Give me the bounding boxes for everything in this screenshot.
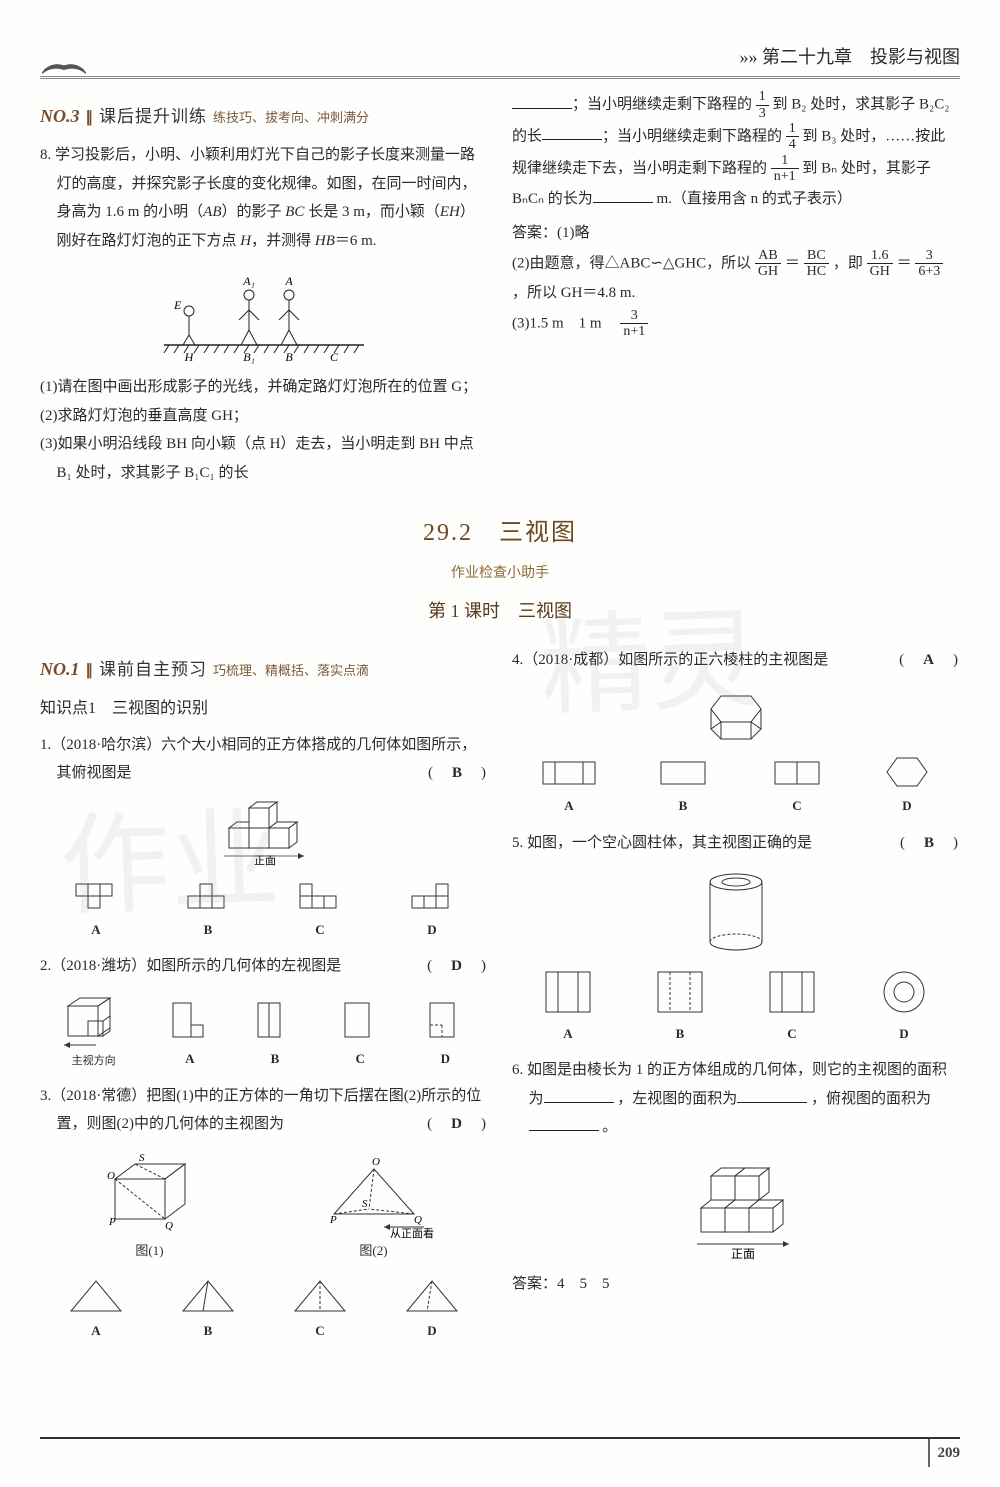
svg-text:从正面看: 从正面看 [390, 1226, 434, 1239]
svg-text:S: S [362, 1198, 368, 1210]
q2: 2.（2018·潍坊）如图所示的几何体的左视图是 ( D ) [40, 952, 488, 981]
svg-text:A: A [284, 274, 293, 288]
section-3-heading: NO.3 ∥ 课后提升训练 练技巧、拔考向、冲刺满分 [40, 99, 488, 133]
svg-text:Q: Q [165, 1220, 173, 1232]
mid-section-title: 29.2 三视图 [40, 511, 960, 557]
section-no: NO.3 [40, 99, 80, 133]
q8-answer-2: (2)由题意，得△ABC∽△GHC，所以 ABGH ＝ BCHC ，即 1.6G… [512, 248, 960, 308]
q1: 1.（2018·哈尔滨）六个大小相同的正方体搭成的几何体如图所示，其俯视图是 (… [40, 731, 488, 788]
q8-stem: 8. 学习投影后，小明、小颖利用灯光下自己的影子长度来测量一路灯的高度，并探究影… [40, 141, 488, 255]
q3-figs: P Q O S 图(1) P Q O [40, 1149, 488, 1264]
q3: 3.（2018·常德）把图(1)中的正方体的一角切下后摆在图(2)所示的位置，则… [40, 1082, 488, 1139]
mid-sub: 作业检查小助手 [40, 561, 960, 588]
svg-text:P: P [329, 1214, 337, 1226]
q6-figure: 正面 [512, 1152, 960, 1262]
slash-icon: ∥ [86, 104, 94, 133]
knowledge-point-1: 知识点1 三视图的识别 [40, 694, 488, 724]
svg-text:H: H [184, 350, 195, 364]
q1-options: A B C D [40, 876, 488, 943]
page-number: 209 [928, 1439, 961, 1468]
q5-figure [512, 868, 960, 958]
mid-lesson: 第 1 课时 三视图 [40, 594, 960, 628]
q4-figure [512, 684, 960, 744]
q1-figure: 正面 [40, 798, 488, 868]
svg-text:S: S [139, 1152, 145, 1164]
q8-answer: 答案：(1)略 [512, 219, 960, 248]
q8-p3: (3)如果小明沿线段 BH 向小颖（点 H）走去，当小明走到 BH 中点 B₁ … [40, 430, 488, 487]
q8-right: ；当小明继续走剩下路程的 13 到 B₂ 处时，求其影子 B₂C₂ 的长；当小明… [512, 89, 960, 213]
chapter-ref: »» 第二十九章 投影与视图 [740, 40, 961, 74]
q4: 4.（2018·成都）如图所示的正六棱柱的主视图是 ( A ) [512, 646, 960, 675]
q6-answer: 答案：4 5 5 [512, 1270, 960, 1299]
q8-p1: (1)请在图中画出形成影子的光线，并确定路灯灯泡所在的位置 G； [40, 373, 488, 402]
svg-text:B: B [285, 350, 293, 364]
q8-answer-3: (3)1.5 m 1 m 3n+1 [512, 308, 960, 340]
svg-text:正面: 正面 [254, 855, 276, 867]
q5: 5. 如图，一个空心圆柱体，其主视图正确的是 ( B ) [512, 829, 960, 858]
q8-figure: A A₁ E H B₁ [40, 265, 488, 365]
book-icon [40, 52, 88, 76]
q3-options: A B C D [40, 1273, 488, 1344]
svg-text:C: C [330, 350, 339, 364]
q4-options: A B C D [512, 752, 960, 819]
svg-text:P: P [108, 1216, 116, 1228]
q5-options: A B C D [512, 966, 960, 1047]
section-1-heading: NO.1 ∥ 课前自主预习 巧梳理、精概括、落实点滴 [40, 652, 488, 686]
svg-text:A₁: A₁ [242, 274, 255, 288]
page-header: »» 第二十九章 投影与视图 [40, 40, 960, 77]
svg-text:E: E [173, 298, 182, 312]
svg-text:正面: 正面 [731, 1247, 755, 1261]
footer-rule [40, 1437, 960, 1439]
q6: 6. 如图是由棱长为 1 的正方体组成的几何体，则它的主视图的面积为 ，左视图的… [512, 1056, 960, 1142]
q8-p2: (2)求路灯灯泡的垂直高度 GH； [40, 402, 488, 431]
svg-text:O: O [372, 1156, 380, 1168]
svg-text:B₁: B₁ [243, 350, 255, 364]
q2-row: 主视方向 A B C D [40, 991, 488, 1072]
svg-text:Q: Q [414, 1214, 422, 1226]
svg-text:O: O [107, 1170, 115, 1182]
